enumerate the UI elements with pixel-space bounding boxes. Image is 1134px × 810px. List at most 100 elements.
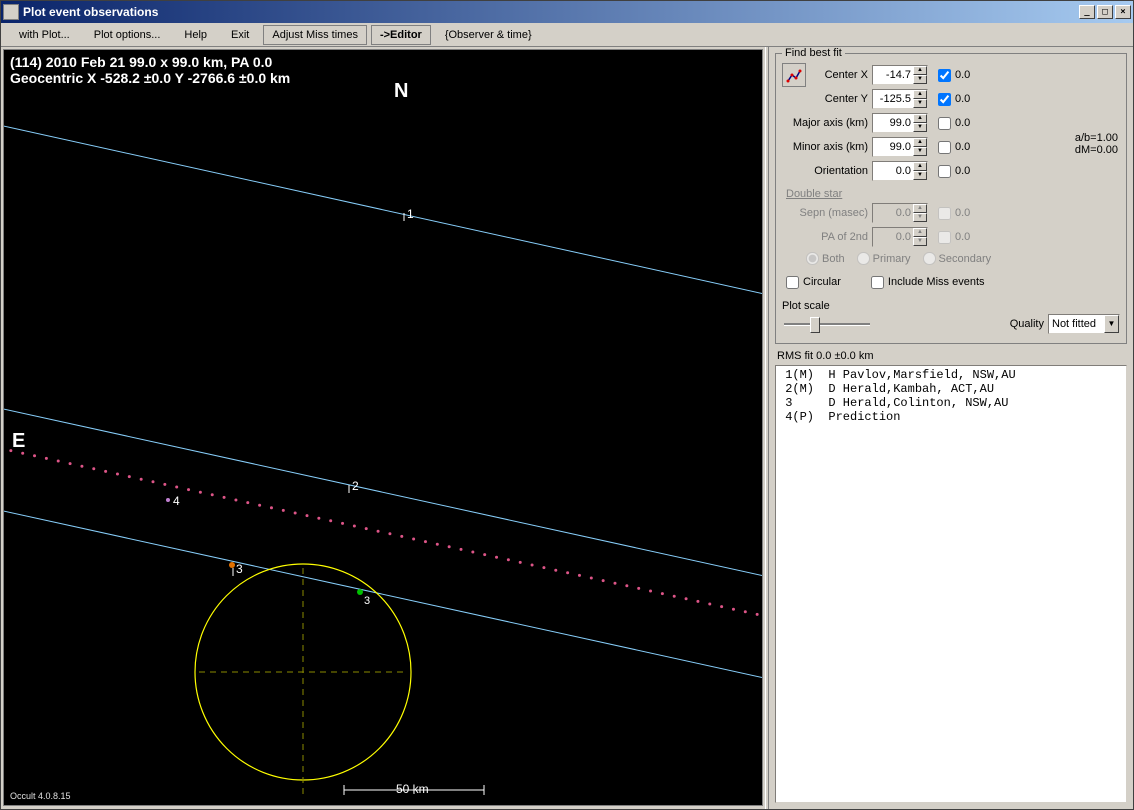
center-y-input[interactable] [873,90,913,108]
spin-down[interactable]: ▼ [913,147,927,156]
find-best-fit-group: Find best fit a/b=1.00 dM=0.00 Center X … [775,53,1127,344]
orientation-check[interactable] [938,165,951,178]
pa2nd-check [938,231,951,244]
menu-plot-options[interactable]: Plot options... [82,26,173,44]
circular-label: Circular [803,276,841,288]
content-area: 12343 (114) 2010 Feb 21 99.0 x 99.0 km, … [1,47,1133,809]
side-panel: Find best fit a/b=1.00 dM=0.00 Center X … [769,47,1133,809]
quality-combo[interactable]: Not fitted ▼ [1048,314,1120,334]
plot-header-1: (114) 2010 Feb 21 99.0 x 99.0 km, PA 0.0 [10,54,272,70]
svg-text:1: 1 [407,207,414,221]
editor-button[interactable]: ->Editor [371,25,431,45]
center-y-check[interactable] [938,93,951,106]
list-item[interactable]: 3 D Herald,Colinton, NSW,AU [778,396,1124,410]
east-label: E [12,430,25,453]
include-miss-label: Include Miss events [888,276,985,288]
center-y-label: Center Y [812,93,872,105]
minor-axis-input[interactable] [873,138,913,156]
rms-label: RMS fit 0.0 ±0.0 km [777,350,1127,362]
spin-up[interactable]: ▲ [913,90,927,99]
list-item[interactable]: 1(M) H Pavlov,Marsfield, NSW,AU [778,368,1124,382]
north-label: N [394,80,408,103]
major-axis-chk-label: 0.0 [955,117,970,129]
major-axis-check[interactable] [938,117,951,130]
radio-secondary: Secondary [923,252,992,265]
list-item[interactable]: 2(M) D Herald,Kambah, ACT,AU [778,382,1124,396]
orientation-chk-label: 0.0 [955,165,970,177]
orientation-spinner[interactable]: ▲▼ [872,161,928,181]
svg-text:3: 3 [364,595,370,607]
close-button[interactable]: × [1115,5,1131,19]
menubar: with Plot... Plot options... Help Exit A… [1,23,1133,47]
svg-text:4: 4 [173,494,180,508]
titlebar: Plot event observations _ □ × [1,1,1133,23]
center-x-label: Center X [812,69,872,81]
quality-label: Quality [1010,318,1044,330]
major-axis-input[interactable] [873,114,913,132]
spin-down[interactable]: ▼ [913,75,927,84]
spin-down[interactable]: ▼ [913,123,927,132]
menu-with-plot[interactable]: with Plot... [7,26,82,44]
plot-area[interactable]: 12343 (114) 2010 Feb 21 99.0 x 99.0 km, … [3,49,763,806]
slider-thumb[interactable] [810,317,820,333]
spin-up: ▲ [913,204,927,213]
sepn-check [938,207,951,220]
spin-up[interactable]: ▲ [913,66,927,75]
fit-icon-button[interactable] [782,63,806,87]
menu-exit[interactable]: Exit [219,26,261,44]
list-item[interactable]: 4(P) Prediction [778,410,1124,424]
circular-check[interactable] [786,276,799,289]
center-x-spinner[interactable]: ▲▼ [872,65,928,85]
center-y-spinner[interactable]: ▲▼ [872,89,928,109]
pa2nd-input [873,228,913,246]
center-x-check[interactable] [938,69,951,82]
major-axis-spinner[interactable]: ▲▼ [872,113,928,133]
center-x-input[interactable] [873,66,913,84]
menu-observer-time[interactable]: {Observer & time} [433,26,544,44]
spin-down: ▼ [913,213,927,222]
menu-help[interactable]: Help [172,26,219,44]
spin-up[interactable]: ▲ [913,114,927,123]
dm-value: dM=0.00 [1075,144,1118,156]
center-y-chk-label: 0.0 [955,93,970,105]
ab-ratio-info: a/b=1.00 dM=0.00 [1075,132,1118,156]
app-icon [3,4,19,20]
spin-down: ▼ [913,237,927,246]
observer-list[interactable]: 1(M) H Pavlov,Marsfield, NSW,AU 2(M) D H… [775,365,1127,803]
groupbox-title: Find best fit [782,47,845,59]
adjust-miss-times-button[interactable]: Adjust Miss times [263,25,367,45]
minor-axis-label: Minor axis (km) [782,141,872,153]
spin-down[interactable]: ▼ [913,171,927,180]
minor-axis-chk-label: 0.0 [955,141,970,153]
orientation-label: Orientation [782,165,872,177]
sepn-spinner: ▲▼ [872,203,928,223]
sepn-input [873,204,913,222]
radio-both: Both [806,252,845,265]
include-miss-check[interactable] [871,276,884,289]
chevron-down-icon[interactable]: ▼ [1104,315,1119,333]
quality-value: Not fitted [1052,318,1096,330]
pa2nd-spinner: ▲▼ [872,227,928,247]
orientation-input[interactable] [873,162,913,180]
spin-up[interactable]: ▲ [913,162,927,171]
main-window: Plot event observations _ □ × with Plot.… [0,0,1134,810]
pa2nd-chk-label: 0.0 [955,231,970,243]
svg-text:2: 2 [352,479,359,493]
minor-axis-check[interactable] [938,141,951,154]
major-axis-label: Major axis (km) [782,117,872,129]
maximize-button[interactable]: □ [1097,5,1113,19]
plot-header-2: Geocentric X -528.2 ±0.0 Y -2766.6 ±0.0 … [10,70,290,86]
ab-ratio: a/b=1.00 [1075,132,1118,144]
sepn-label: Sepn (masec) [782,207,872,219]
spin-up[interactable]: ▲ [913,138,927,147]
window-title: Plot event observations [23,5,1079,19]
plot-canvas: 12343 [4,50,762,805]
plot-scale-slider[interactable] [782,314,872,334]
chart-icon [786,67,802,83]
center-x-chk-label: 0.0 [955,69,970,81]
minor-axis-spinner[interactable]: ▲▼ [872,137,928,157]
double-star-heading: Double star [786,188,1120,200]
spin-up: ▲ [913,228,927,237]
spin-down[interactable]: ▼ [913,99,927,108]
minimize-button[interactable]: _ [1079,5,1095,19]
